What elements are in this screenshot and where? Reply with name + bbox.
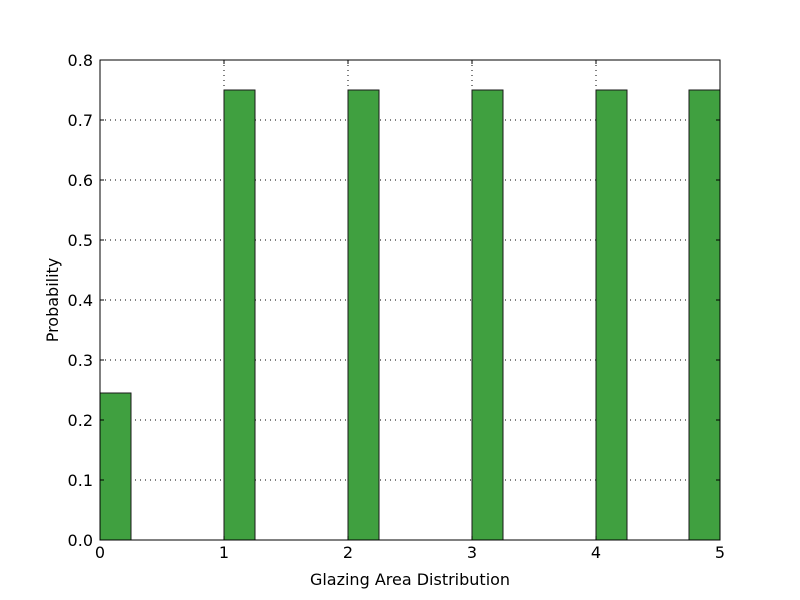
x-tick-label: 3 [467, 543, 477, 562]
y-tick-label: 0.1 [68, 471, 93, 490]
histogram-bar-4 [595, 89, 628, 541]
x-tick-label: 1 [219, 543, 229, 562]
histogram-bar-0 [99, 392, 132, 541]
histogram-bar-5 [688, 89, 721, 541]
y-tick-label: 0.5 [68, 231, 93, 250]
histogram-bar-2 [347, 89, 380, 541]
x-axis-label: Glazing Area Distribution [310, 570, 510, 589]
x-tick-label: 5 [715, 543, 725, 562]
ticks [99, 59, 721, 541]
y-tick-label: 0.3 [68, 351, 93, 370]
y-tick-label: 0.0 [68, 531, 93, 550]
x-tick-label: 0 [95, 543, 105, 562]
histogram-bar-3 [471, 89, 504, 541]
tick-labels: 0.0 0.1 0.2 0.3 0.4 0.5 0.6 0.7 0.8 0 1 2 3 4 5 [68, 51, 726, 562]
y-tick-label: 0.6 [68, 171, 93, 190]
y-tick-label: 0.7 [68, 111, 93, 130]
histogram-bar-1 [223, 89, 256, 541]
y-axis-label: Probability [43, 258, 62, 343]
y-tick-label: 0.4 [68, 291, 93, 310]
y-tick-label: 0.2 [68, 411, 93, 430]
x-tick-label: 2 [343, 543, 353, 562]
x-tick-label: 4 [591, 543, 601, 562]
y-tick-label: 0.8 [68, 51, 93, 70]
